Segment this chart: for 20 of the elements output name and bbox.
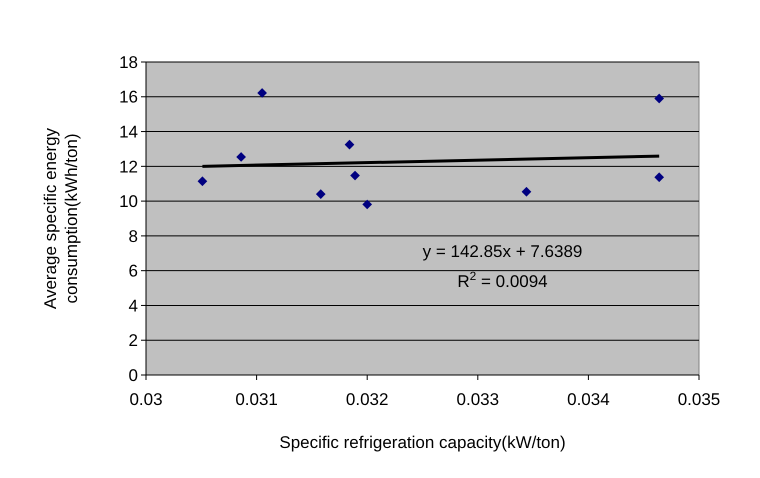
x-tick-label: 0.031: [235, 390, 278, 409]
x-tick-label: 0.034: [567, 390, 610, 409]
y-axis-title: Average specific energy consumption(kWh/ton): [41, 127, 81, 310]
y-tick-label: 2: [128, 331, 138, 350]
x-tick-label: 0.03: [129, 390, 163, 409]
y-tick-label: 10: [119, 192, 138, 212]
y-tick-label: 4: [128, 296, 138, 316]
annotation: R$^{2}$ = 0.0094: [457, 268, 548, 291]
y-tick-label: 0: [128, 366, 138, 385]
y-tick-label: 6: [128, 262, 138, 281]
x-tick-label: 0.035: [678, 390, 720, 409]
x-tick-label: 0.033: [456, 390, 500, 409]
y-tick-label: 14: [119, 122, 138, 142]
x-axis-title: Specific refrigeration capacity(kW/ton): [279, 433, 566, 452]
y-tick-label: 18: [119, 52, 138, 72]
y-tick-label: 16: [119, 88, 138, 107]
y-tick-label: 8: [128, 226, 138, 246]
x-tick-label: 0.032: [346, 390, 388, 409]
y-tick-label: 12: [119, 157, 138, 176]
annotation: y = 142.85x + 7.6389: [422, 242, 582, 261]
